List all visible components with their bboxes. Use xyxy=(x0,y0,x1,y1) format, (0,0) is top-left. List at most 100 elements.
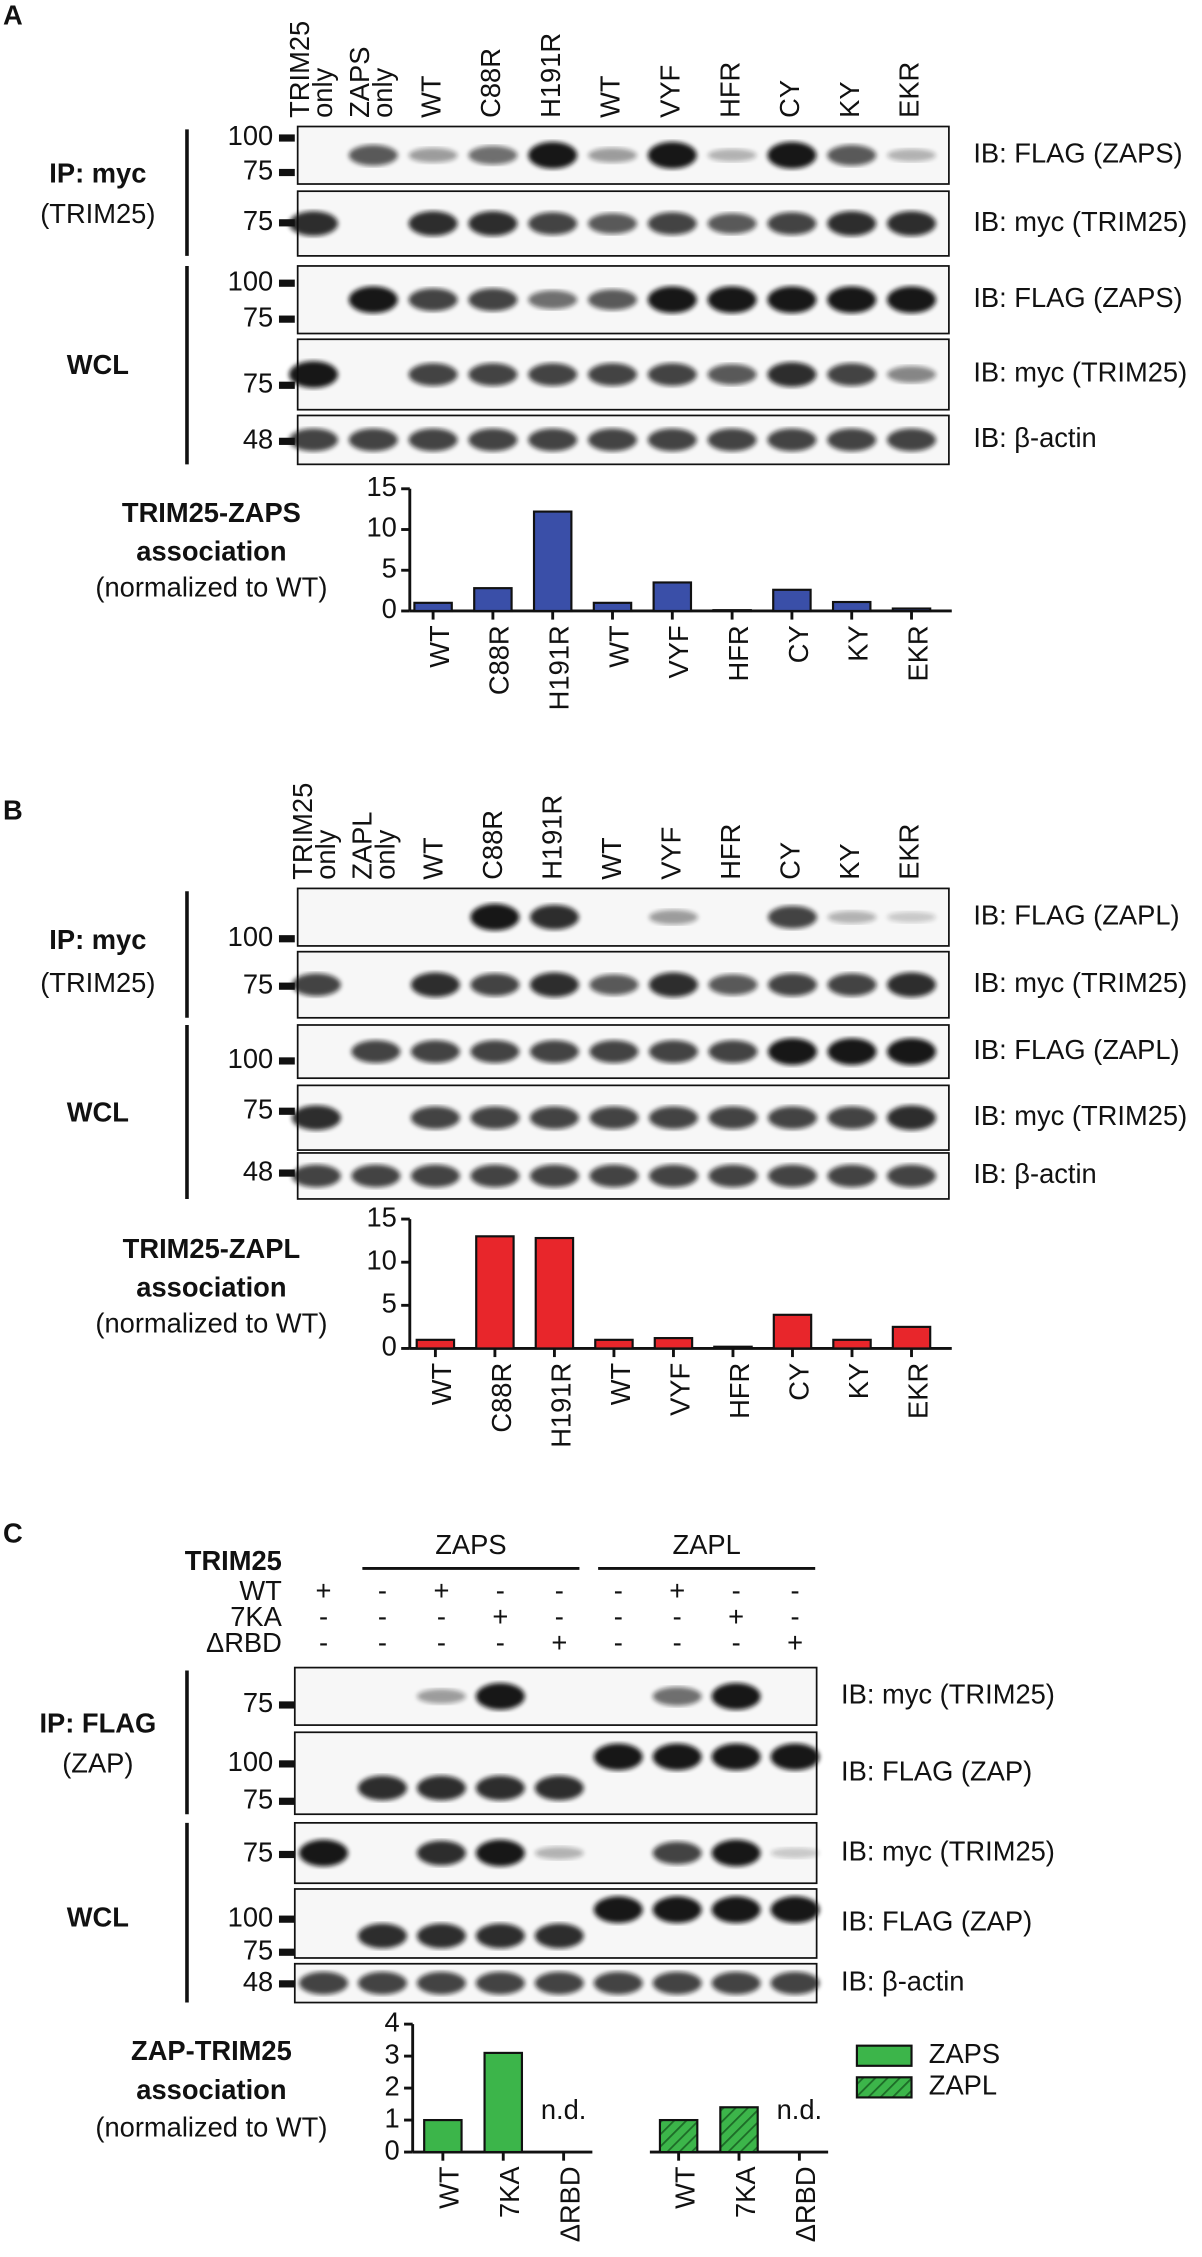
treatment-sign: - xyxy=(378,1575,387,1606)
x-tick-label: KY xyxy=(843,1363,874,1399)
treatment-sign: + xyxy=(316,1575,332,1606)
band xyxy=(887,1038,936,1065)
marker-label: 75 xyxy=(243,968,273,999)
treatment-name: WT xyxy=(239,1575,282,1606)
band xyxy=(528,428,578,452)
treatment-sign: - xyxy=(614,1601,623,1632)
treatment-sign: - xyxy=(555,1601,564,1632)
treatment-sign: - xyxy=(378,1601,387,1632)
band xyxy=(468,288,518,312)
treatment-sign: - xyxy=(437,1627,446,1658)
band xyxy=(707,428,757,452)
x-tick-label: WT xyxy=(424,625,455,668)
band xyxy=(416,1775,466,1801)
x-tick-label: WT xyxy=(605,1363,636,1406)
bar xyxy=(832,1338,872,1350)
group-title: IP: myc xyxy=(49,924,146,955)
band xyxy=(887,286,936,314)
bar xyxy=(483,2051,524,2154)
band xyxy=(589,1040,639,1063)
y-tick-label: 5 xyxy=(382,1288,397,1319)
bar xyxy=(772,1313,813,1350)
band xyxy=(711,1896,761,1924)
y-tick-label: 10 xyxy=(366,1244,396,1275)
marker-dash xyxy=(278,1107,295,1115)
band xyxy=(768,905,817,929)
band xyxy=(408,288,458,312)
lane-label: HFR xyxy=(715,824,746,880)
x-tick-label: KY xyxy=(843,625,874,661)
band xyxy=(708,1164,758,1188)
group-title: WCL xyxy=(67,1096,129,1127)
treatment-sign: + xyxy=(551,1627,567,1658)
marker-dash xyxy=(278,315,295,323)
band xyxy=(887,1105,936,1131)
x-tick-label: WT xyxy=(434,2166,465,2209)
band xyxy=(827,973,877,997)
marker-label: 48 xyxy=(243,424,273,455)
x-tick-label: HFR xyxy=(724,1363,755,1419)
band xyxy=(711,1682,761,1710)
y-tick-label: 0 xyxy=(385,2134,400,2165)
band xyxy=(410,972,460,998)
band xyxy=(348,428,398,452)
treatment-name: ΔRBD xyxy=(206,1627,282,1658)
x-tick-label: CY xyxy=(783,1363,814,1401)
marker-label: 75 xyxy=(243,1687,273,1718)
marker-label: 100 xyxy=(228,921,274,952)
band xyxy=(707,286,757,314)
x-tick-label: H191R xyxy=(544,625,575,710)
band xyxy=(468,145,518,165)
lane-label: H191R xyxy=(537,795,568,880)
treatment-sign: - xyxy=(673,1601,682,1632)
band xyxy=(652,1896,702,1924)
panel-label: B xyxy=(3,794,23,825)
marker-label: 100 xyxy=(228,120,274,151)
treatment-sign: - xyxy=(614,1627,623,1658)
lane-label: TRIM25only xyxy=(287,783,341,880)
group-title: WCL xyxy=(67,1901,129,1932)
probe-label: IB: FLAG (ZAP) xyxy=(841,1906,1032,1937)
marker-label: 75 xyxy=(243,1837,273,1868)
treatment-sign: - xyxy=(437,1601,446,1632)
marker-dash xyxy=(278,1948,295,1956)
panel-label: A xyxy=(3,0,23,30)
band xyxy=(707,364,757,385)
bar xyxy=(473,587,513,613)
band xyxy=(416,1689,466,1704)
band xyxy=(589,1106,639,1130)
band xyxy=(887,972,936,998)
x-tick-label: ΔRBD xyxy=(790,2166,821,2242)
band xyxy=(529,904,579,930)
lane-label: KY xyxy=(834,81,865,117)
y-tick-label: 15 xyxy=(366,1201,396,1232)
band xyxy=(887,366,936,383)
band xyxy=(768,1106,817,1130)
band xyxy=(827,428,877,452)
band xyxy=(468,363,518,386)
band xyxy=(416,1971,466,1995)
lane-label: WT xyxy=(418,837,449,880)
marker-label: 100 xyxy=(228,1901,274,1932)
band xyxy=(470,903,520,931)
treatment-name: 7KA xyxy=(230,1601,282,1632)
probe-label: IB: myc (TRIM25) xyxy=(841,1835,1055,1866)
band xyxy=(652,1841,702,1865)
lane-label: C88R xyxy=(475,48,506,118)
band xyxy=(708,974,758,996)
marker-dash xyxy=(278,279,295,287)
x-tick-label: ΔRBD xyxy=(554,2166,585,2242)
marker-label: 100 xyxy=(228,1043,274,1074)
y-tick-label: 2 xyxy=(385,2070,400,2101)
treatment-sign: - xyxy=(732,1575,741,1606)
y-axis-label: TRIM25-ZAPL xyxy=(123,1233,300,1264)
missing-label: n.d. xyxy=(541,2094,587,2125)
band xyxy=(468,211,518,236)
treatment-sign: + xyxy=(669,1575,685,1606)
band xyxy=(534,1846,584,1860)
legend-label: ZAPS xyxy=(929,2038,1000,2069)
marker-label: 100 xyxy=(228,265,274,296)
band xyxy=(534,1775,584,1801)
treatment-sign: - xyxy=(555,1575,564,1606)
band xyxy=(475,1682,525,1710)
